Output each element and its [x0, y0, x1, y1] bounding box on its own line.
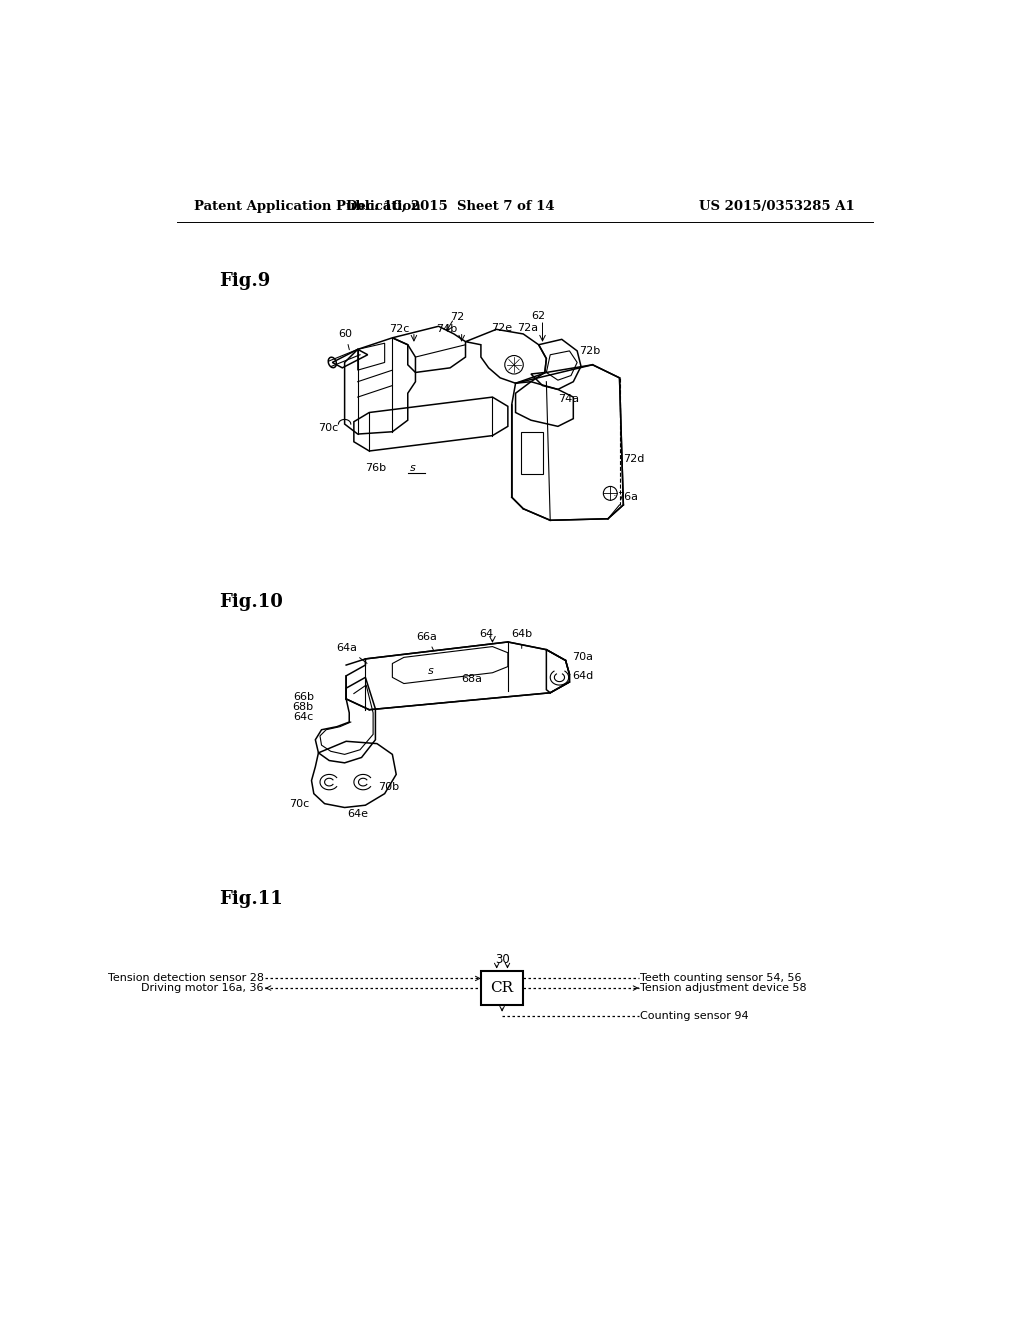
Text: 72a: 72a: [517, 323, 539, 333]
Text: 72: 72: [451, 312, 464, 322]
Text: 74a: 74a: [558, 393, 579, 404]
Text: 72c: 72c: [389, 325, 410, 334]
Text: 68b: 68b: [293, 702, 313, 711]
Text: Counting sensor 94: Counting sensor 94: [640, 1011, 749, 1022]
Text: 64: 64: [479, 630, 494, 639]
Text: Fig.10: Fig.10: [219, 594, 283, 611]
Text: 64e: 64e: [347, 809, 369, 820]
Text: $\it{s}$: $\it{s}$: [410, 463, 417, 473]
Text: 72d: 72d: [624, 454, 645, 463]
Text: CR: CR: [490, 981, 514, 995]
Text: US 2015/0353285 A1: US 2015/0353285 A1: [698, 199, 854, 213]
Text: 64a: 64a: [337, 643, 367, 664]
Text: 64d: 64d: [571, 671, 593, 681]
Text: Tension adjustment device 58: Tension adjustment device 58: [640, 983, 807, 993]
Text: 76b: 76b: [366, 463, 386, 473]
Text: Fig.9: Fig.9: [219, 272, 270, 290]
Text: Dec. 10, 2015  Sheet 7 of 14: Dec. 10, 2015 Sheet 7 of 14: [346, 199, 554, 213]
Bar: [481, 970, 523, 1006]
Text: 68a: 68a: [462, 675, 482, 684]
Text: 60: 60: [339, 329, 352, 350]
Text: Patent Application Publication: Patent Application Publication: [194, 199, 421, 213]
Text: 74b: 74b: [436, 325, 458, 334]
Text: 70b: 70b: [379, 781, 399, 792]
Text: 62: 62: [531, 312, 546, 321]
Bar: [521, 432, 543, 474]
Text: 76a: 76a: [617, 492, 638, 502]
Text: Teeth counting sensor 54, 56: Teeth counting sensor 54, 56: [640, 973, 802, 983]
Text: 30: 30: [495, 953, 510, 966]
Text: 64b: 64b: [511, 630, 532, 648]
Text: 64c: 64c: [294, 711, 313, 722]
Text: 70a: 70a: [571, 652, 593, 663]
Text: 66a: 66a: [417, 632, 437, 651]
Text: 72b: 72b: [579, 346, 600, 356]
Text: 70c: 70c: [318, 422, 339, 433]
Text: Fig.11: Fig.11: [219, 890, 283, 908]
Text: Driving motor 16a, 36: Driving motor 16a, 36: [141, 983, 264, 993]
Text: Tension detection sensor 28: Tension detection sensor 28: [108, 973, 264, 983]
Text: 72e: 72e: [490, 323, 512, 333]
Text: 66b: 66b: [293, 693, 313, 702]
Text: $\it{s}$: $\it{s}$: [427, 667, 434, 676]
Text: 70c: 70c: [289, 799, 309, 809]
